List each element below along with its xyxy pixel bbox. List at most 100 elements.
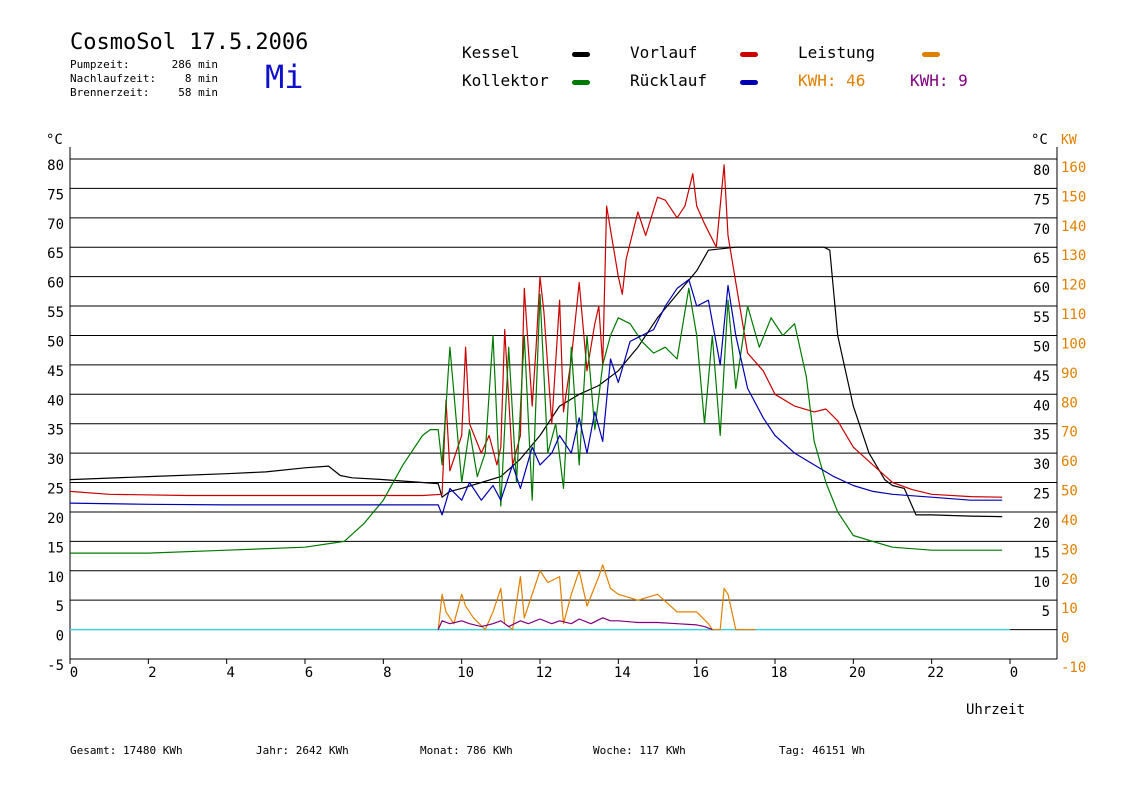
y-tick-label-right-kw: 90	[1061, 366, 1078, 382]
y-tick-label-right-c: 5	[1042, 604, 1050, 620]
y-tick-label-right-c: 65	[1033, 251, 1050, 267]
y-tick-label-right-c: 70	[1033, 222, 1050, 238]
legend-kwh-leistung: KWH: 46	[798, 71, 866, 90]
y-tick-label-right-c: 55	[1033, 310, 1050, 326]
y-tick-label-left: 5	[56, 599, 64, 615]
info-label: Brennerzeit:	[70, 86, 150, 99]
y-tick-label-right-kw: 50	[1061, 484, 1078, 500]
series-line-kwh	[437, 617, 713, 631]
y-tick-label-right-kw: 100	[1061, 336, 1086, 352]
series-line-kollektor	[70, 287, 1003, 554]
y-tick-label-left: 10	[47, 570, 64, 586]
y-tick-label-right-c: 50	[1033, 339, 1050, 355]
info-value: 58 min	[178, 86, 218, 99]
y-tick-label-right-kw: 120	[1061, 278, 1086, 294]
y-tick-label-left: 70	[47, 217, 64, 233]
legend-kessel: Kessel	[462, 43, 520, 62]
legend-ruecklauf: Rücklauf	[630, 71, 708, 90]
y-tick-label-left: -5	[47, 658, 64, 674]
legend-leistung-swatch	[922, 52, 940, 57]
y-tick-label-left: 0	[56, 629, 64, 645]
legend-leistung: Leistung	[798, 43, 876, 62]
x-tick-label: 0	[70, 665, 78, 681]
footer-jahr: Jahr: 2642 KWh	[256, 744, 349, 757]
x-tick-label: 2	[148, 665, 156, 681]
y-tick-label-right-kw: 110	[1061, 307, 1086, 323]
y-tick-label-left: 35	[47, 423, 64, 439]
y-tick-label-left: 55	[47, 305, 64, 321]
legend-vorlauf-swatch	[740, 52, 758, 57]
y-tick-label-right-c: 30	[1033, 457, 1050, 473]
y-tick-label-right-kw: 60	[1061, 454, 1078, 470]
y-tick-label-right-c: 35	[1033, 428, 1050, 444]
x-tick-label: 0	[1010, 665, 1018, 681]
y-tick-label-right-c: 60	[1033, 281, 1050, 297]
info-brennerzeit: Brennerzeit: 58 min	[70, 86, 218, 99]
info-label: Pumpzeit:	[70, 58, 130, 71]
y-tick-label-left: 15	[47, 540, 64, 556]
y-tick-label-right-kw: 70	[1061, 425, 1078, 441]
y-tick-label-right-c: 45	[1033, 369, 1050, 385]
x-tick-label: 10	[457, 665, 474, 681]
y-tick-label-right-kw: 140	[1061, 219, 1086, 235]
footer-monat: Monat: 786 KWh	[420, 744, 513, 757]
y-tick-label-right-kw: 0	[1061, 631, 1069, 647]
y-tick-label-right-c: 25	[1033, 487, 1050, 503]
series-line-vorlauf	[69, 164, 1003, 498]
y-tick-label-left: 75	[47, 187, 64, 203]
x-tick-label: 20	[849, 665, 866, 681]
y-tick-label-left: 65	[47, 246, 64, 262]
y-tick-label-right-kw: 160	[1061, 160, 1086, 176]
y-tick-label-right-kw: 40	[1061, 513, 1078, 529]
y-tick-label-left: 40	[47, 393, 64, 409]
y-tick-label-right-c: 10	[1033, 575, 1050, 591]
y-axis-unit-left: °C	[46, 132, 63, 148]
y-tick-label-right-kw: -10	[1061, 660, 1086, 676]
series-line-leistung	[437, 564, 756, 631]
x-tick-label: 16	[692, 665, 709, 681]
y-tick-label-right-kw: 80	[1061, 395, 1078, 411]
y-tick-label-left: 45	[47, 364, 64, 380]
y-axis-unit-right-kw: KW	[1061, 133, 1077, 148]
legend-kessel-swatch	[572, 52, 590, 57]
y-tick-label-right-kw: 130	[1061, 248, 1086, 264]
y-tick-label-left: 30	[47, 452, 64, 468]
x-tick-label: 12	[536, 665, 553, 681]
x-axis-label: Uhrzeit	[966, 702, 1025, 718]
y-tick-label-right-c: 40	[1033, 398, 1050, 414]
y-tick-label-left: 50	[47, 334, 64, 350]
x-tick-label: 14	[614, 665, 631, 681]
y-tick-label-right-c: 15	[1033, 545, 1050, 561]
series-line-rcklauf	[69, 279, 1003, 516]
footer-woche: Woche: 117 KWh	[593, 744, 686, 757]
x-tick-label: 4	[226, 665, 234, 681]
x-tick-label: 6	[305, 665, 313, 681]
legend-kollektor: Kollektor	[462, 71, 549, 90]
legend-kwh-secondary: KWH: 9	[910, 71, 968, 90]
x-tick-label: 18	[771, 665, 788, 681]
y-tick-label-right-kw: 30	[1061, 542, 1078, 558]
info-value: 8 min	[184, 72, 218, 85]
legend-vorlauf: Vorlauf	[630, 43, 698, 62]
y-tick-label-left: 25	[47, 482, 64, 498]
info-nachlaufzeit: Nachlaufzeit: 8 min	[70, 72, 218, 85]
x-tick-label: 22	[927, 665, 944, 681]
info-pumpzeit: Pumpzeit: 286 min	[70, 58, 218, 71]
y-tick-label-left: 60	[47, 276, 64, 292]
y-tick-label-left: 20	[47, 511, 64, 527]
y-axis-unit-right-c: °C	[1031, 132, 1048, 148]
x-tick-label: 8	[383, 665, 391, 681]
y-tick-label-left: 80	[47, 158, 64, 174]
y-tick-label-right-kw: 150	[1061, 189, 1086, 205]
footer-tag: Tag: 46151 Wh	[779, 744, 866, 757]
chart-title: CosmoSol 17.5.2006	[70, 30, 309, 55]
y-tick-label-right-kw: 10	[1061, 601, 1078, 617]
footer-gesamt: Gesamt: 17480 KWh	[70, 744, 183, 757]
legend-ruecklauf-swatch	[740, 80, 758, 85]
y-tick-label-right-c: 20	[1033, 516, 1050, 532]
y-tick-label-right-kw: 20	[1061, 572, 1078, 588]
y-tick-label-right-c: 80	[1033, 163, 1050, 179]
weekday-label: Mi	[265, 58, 304, 96]
info-label: Nachlaufzeit:	[70, 72, 157, 85]
